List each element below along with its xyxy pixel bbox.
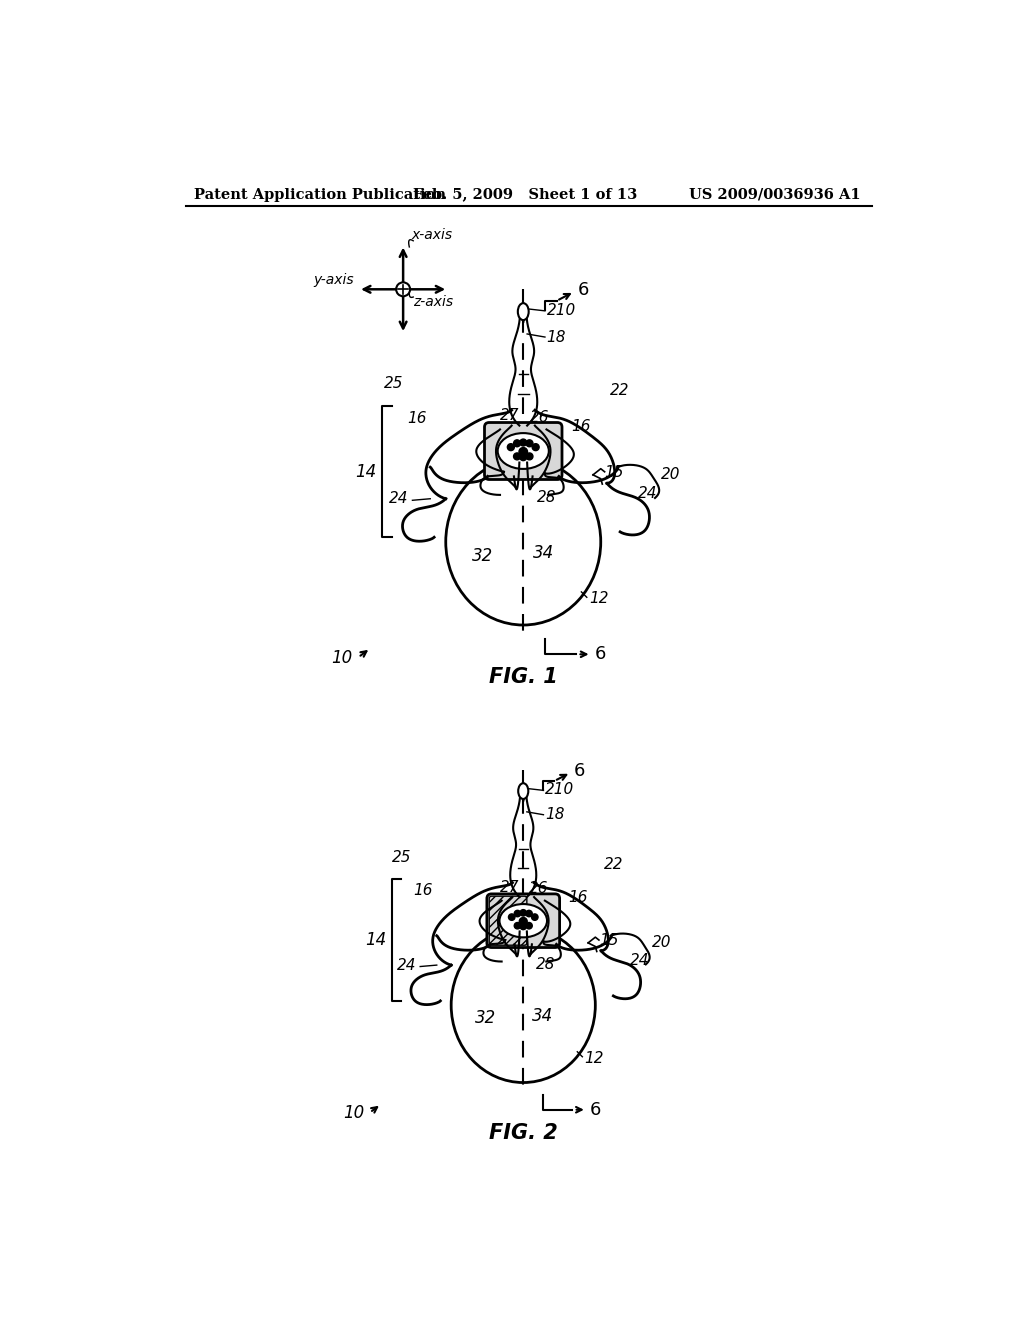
Ellipse shape [500, 904, 547, 937]
Text: 22: 22 [604, 858, 624, 873]
Text: 6: 6 [590, 1101, 601, 1119]
Text: 28: 28 [537, 957, 556, 973]
Circle shape [532, 444, 540, 450]
Text: 26: 26 [529, 882, 549, 896]
FancyBboxPatch shape [484, 422, 562, 479]
Text: 20: 20 [651, 935, 671, 949]
Circle shape [520, 923, 526, 929]
Text: 27: 27 [500, 408, 519, 424]
Text: 34: 34 [532, 544, 554, 562]
Text: 32: 32 [475, 1008, 497, 1027]
Text: 34: 34 [531, 1007, 553, 1024]
Text: 18: 18 [545, 808, 564, 822]
Text: 15: 15 [604, 465, 624, 480]
Text: 16: 16 [414, 883, 433, 898]
Ellipse shape [518, 783, 528, 799]
Ellipse shape [498, 433, 549, 469]
Text: US 2009/0036936 A1: US 2009/0036936 A1 [689, 187, 860, 202]
Circle shape [531, 913, 538, 920]
Text: 26: 26 [529, 409, 549, 425]
Text: 6: 6 [578, 281, 589, 300]
Text: 18: 18 [547, 330, 566, 345]
Text: 24: 24 [397, 957, 417, 973]
Text: 15: 15 [599, 933, 618, 948]
Circle shape [520, 440, 526, 446]
Text: y-axis: y-axis [313, 273, 354, 286]
Text: 20: 20 [662, 466, 681, 482]
Text: 24: 24 [638, 486, 657, 500]
Circle shape [509, 913, 515, 920]
Text: 10: 10 [332, 649, 352, 667]
Circle shape [519, 917, 527, 925]
Circle shape [526, 440, 532, 446]
FancyBboxPatch shape [486, 894, 559, 948]
Circle shape [525, 923, 532, 929]
Circle shape [514, 453, 520, 459]
Text: 16: 16 [571, 418, 591, 434]
Circle shape [520, 454, 526, 461]
Text: x-axis: x-axis [411, 227, 452, 242]
Circle shape [396, 282, 410, 296]
Text: 22: 22 [610, 383, 630, 399]
Text: 28: 28 [538, 490, 557, 506]
Text: 25: 25 [384, 376, 403, 391]
Text: 16: 16 [407, 411, 426, 426]
Text: 10: 10 [343, 1105, 365, 1122]
Text: z-axis: z-axis [414, 296, 454, 309]
Text: Patent Application Publication: Patent Application Publication [194, 187, 445, 202]
Text: 6: 6 [573, 762, 585, 780]
Text: 25: 25 [392, 850, 412, 865]
Text: 6: 6 [595, 645, 606, 663]
Circle shape [519, 447, 527, 455]
Text: 14: 14 [366, 931, 386, 949]
Circle shape [526, 453, 532, 459]
Text: 16: 16 [568, 890, 588, 906]
Ellipse shape [518, 304, 528, 321]
Circle shape [514, 440, 520, 446]
Text: 24: 24 [630, 953, 649, 968]
Text: Feb. 5, 2009   Sheet 1 of 13: Feb. 5, 2009 Sheet 1 of 13 [413, 187, 637, 202]
Text: 14: 14 [354, 463, 376, 480]
Circle shape [525, 911, 532, 917]
Text: 12: 12 [589, 591, 608, 606]
Text: 210: 210 [545, 783, 574, 797]
Circle shape [514, 923, 521, 929]
Text: 24: 24 [389, 491, 409, 507]
Text: 32: 32 [472, 546, 494, 565]
Text: 12: 12 [585, 1051, 604, 1065]
Text: FIG. 2: FIG. 2 [488, 1122, 558, 1143]
Circle shape [520, 909, 526, 916]
Text: 210: 210 [547, 302, 575, 318]
Text: 27: 27 [500, 880, 519, 895]
Circle shape [514, 911, 521, 917]
Circle shape [507, 444, 514, 450]
Text: FIG. 1: FIG. 1 [488, 668, 558, 688]
